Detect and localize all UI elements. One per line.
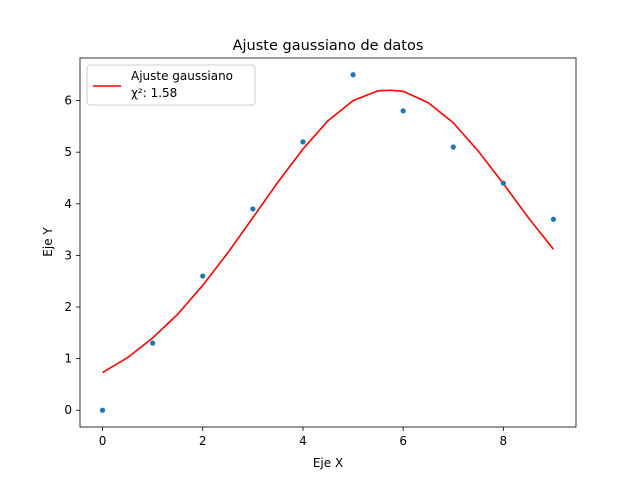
x-tick-label: 0 bbox=[99, 434, 107, 448]
x-tick-label: 2 bbox=[199, 434, 207, 448]
data-point bbox=[200, 273, 206, 279]
data-point bbox=[500, 180, 506, 186]
data-point bbox=[550, 216, 557, 222]
data-point bbox=[450, 144, 456, 150]
legend-box bbox=[86, 64, 256, 106]
x-tick-label: 4 bbox=[299, 434, 307, 448]
y-ticks: 0 1 2 3 4 5 6 bbox=[64, 94, 80, 417]
y-axis-label: Eje Y bbox=[41, 227, 55, 257]
x-tick-label: 6 bbox=[399, 434, 407, 448]
y-tick-label: 2 bbox=[64, 300, 72, 314]
y-tick-label: 6 bbox=[64, 94, 72, 108]
chart-title: Ajuste gaussiano de datos bbox=[233, 38, 424, 54]
y-tick-label: 5 bbox=[64, 145, 72, 159]
data-point bbox=[300, 139, 306, 145]
y-tick-label: 0 bbox=[64, 403, 72, 417]
legend: Ajuste gaussiano χ²: 1.58 bbox=[86, 64, 256, 106]
legend-label-chi2: χ²: 1.58 bbox=[131, 86, 177, 100]
data-point bbox=[350, 72, 356, 78]
data-point bbox=[150, 340, 156, 346]
fit-curve bbox=[102, 89, 555, 374]
x-ticks: 0 2 4 6 8 bbox=[99, 427, 507, 448]
x-tick-label: 8 bbox=[500, 434, 508, 448]
data-point bbox=[400, 108, 406, 114]
y-tick-label: 4 bbox=[64, 197, 72, 211]
y-tick-label: 1 bbox=[64, 352, 72, 366]
x-axis-label: Eje X bbox=[313, 456, 343, 470]
data-point bbox=[99, 407, 106, 413]
plot-area bbox=[80, 58, 576, 427]
legend-label-fit: Ajuste gaussiano bbox=[131, 69, 233, 83]
plot-frame bbox=[79, 57, 577, 428]
y-tick-label: 3 bbox=[64, 248, 72, 262]
fit-layer bbox=[102, 89, 555, 374]
data-point bbox=[250, 206, 256, 212]
points-layer bbox=[99, 72, 557, 413]
